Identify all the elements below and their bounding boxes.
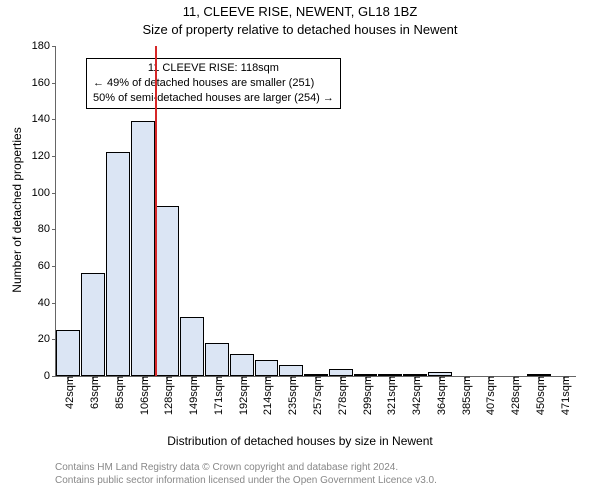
- histogram-bar: [81, 273, 105, 376]
- y-tick: 0: [44, 370, 56, 382]
- chart-container: 11, CLEEVE RISE, NEWENT, GL18 1BZ Size o…: [0, 0, 600, 500]
- histogram-bar: [279, 365, 303, 376]
- x-tick: 171sqm: [209, 376, 225, 415]
- histogram-bar: [131, 121, 155, 376]
- annotation-line2: ← 49% of detached houses are smaller (25…: [93, 76, 334, 91]
- x-tick: 364sqm: [432, 376, 448, 415]
- histogram-bar: [230, 354, 254, 376]
- x-tick: 450sqm: [531, 376, 547, 415]
- histogram-bar: [329, 369, 353, 376]
- x-tick: 385sqm: [457, 376, 473, 415]
- x-axis-label: Distribution of detached houses by size …: [0, 434, 600, 448]
- y-tick: 80: [38, 223, 56, 235]
- y-axis-label: Number of detached properties: [10, 120, 24, 300]
- y-tick: 60: [38, 260, 56, 272]
- reference-line: [155, 46, 157, 376]
- title-line2: Size of property relative to detached ho…: [0, 22, 600, 37]
- footer-line2: Contains public sector information licen…: [55, 475, 437, 486]
- y-tick: 140: [32, 113, 56, 125]
- x-tick: 321sqm: [382, 376, 398, 415]
- histogram-bar: [56, 330, 80, 376]
- y-tick: 160: [32, 77, 56, 89]
- x-tick: 235sqm: [283, 376, 299, 415]
- x-tick: 106sqm: [135, 376, 151, 415]
- x-tick: 149sqm: [184, 376, 200, 415]
- x-tick: 407sqm: [481, 376, 497, 415]
- x-tick: 42sqm: [60, 376, 76, 409]
- x-tick: 471sqm: [556, 376, 572, 415]
- x-tick: 278sqm: [333, 376, 349, 415]
- x-tick: 63sqm: [85, 376, 101, 409]
- annotation-line1: 11 CLEEVE RISE: 118sqm: [93, 61, 334, 76]
- x-tick: 299sqm: [358, 376, 374, 415]
- x-tick: 257sqm: [308, 376, 324, 415]
- footer-line1: Contains HM Land Registry data © Crown c…: [55, 462, 398, 473]
- histogram-bar: [180, 317, 204, 376]
- histogram-bar: [106, 152, 130, 376]
- plot-area: 11 CLEEVE RISE: 118sqm ← 49% of detached…: [55, 46, 576, 377]
- x-tick: 342sqm: [407, 376, 423, 415]
- y-tick: 120: [32, 150, 56, 162]
- x-tick: 192sqm: [234, 376, 250, 415]
- histogram-bar: [205, 343, 229, 376]
- y-tick: 20: [38, 333, 56, 345]
- histogram-bar: [255, 360, 279, 377]
- y-tick: 100: [32, 187, 56, 199]
- x-tick: 128sqm: [159, 376, 175, 415]
- annotation-box: 11 CLEEVE RISE: 118sqm ← 49% of detached…: [86, 58, 341, 109]
- x-tick: 85sqm: [110, 376, 126, 409]
- x-tick: 428sqm: [506, 376, 522, 415]
- y-tick: 180: [32, 40, 56, 52]
- title-line1: 11, CLEEVE RISE, NEWENT, GL18 1BZ: [0, 4, 600, 19]
- histogram-bar: [156, 206, 180, 377]
- y-tick: 40: [38, 297, 56, 309]
- x-tick: 214sqm: [258, 376, 274, 415]
- annotation-line3: 50% of semi-detached houses are larger (…: [93, 91, 334, 106]
